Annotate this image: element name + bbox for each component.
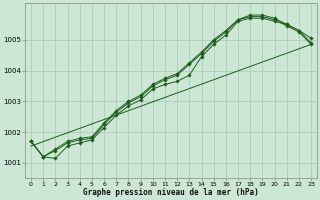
X-axis label: Graphe pression niveau de la mer (hPa): Graphe pression niveau de la mer (hPa) xyxy=(83,188,259,197)
